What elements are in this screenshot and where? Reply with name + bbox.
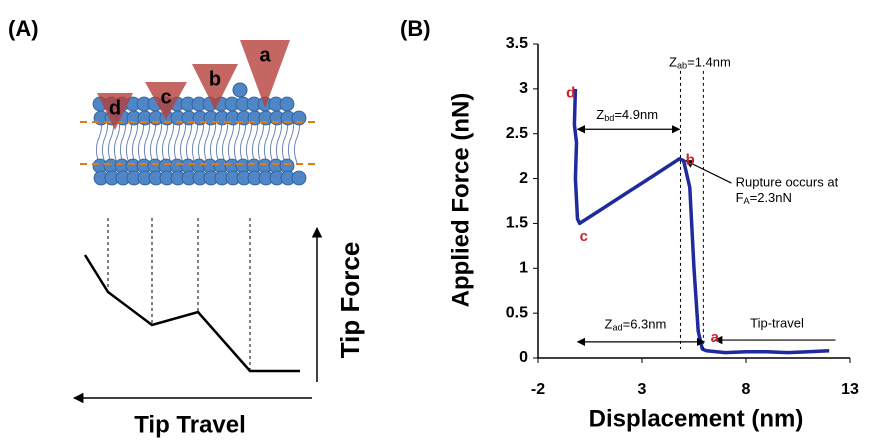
panel-label: (B) — [400, 16, 431, 41]
tip-label: a — [259, 44, 271, 66]
annotation: Tip-travel — [750, 315, 804, 330]
lipid-head — [292, 171, 306, 185]
tip-label: d — [109, 97, 121, 119]
annotation: Zad=6.3nm — [605, 317, 667, 333]
annotation-part: =2.3nN — [750, 191, 792, 206]
annotation-part: ab — [677, 61, 687, 71]
lipid-head — [280, 97, 294, 111]
point-label: c — [580, 228, 588, 245]
y-tick-label: 3 — [519, 80, 528, 97]
schematic-curve — [85, 255, 300, 371]
point-label: b — [686, 152, 695, 169]
y-tick-label: 0 — [519, 349, 528, 366]
annotation-part: Z — [669, 55, 677, 70]
annotation: Zbd=4.9nm — [596, 107, 658, 123]
y-tick-label: 0.5 — [506, 304, 528, 321]
axis-label: Tip Travel — [134, 411, 246, 438]
y-tick-label: 1 — [519, 260, 528, 277]
annotation-part: F — [736, 191, 744, 206]
axis-label: Displacement (nm) — [589, 405, 804, 432]
point-label: a — [711, 329, 720, 346]
tip-label: b — [209, 68, 221, 90]
x-tick-label: 8 — [742, 381, 751, 398]
figure: (A) d c b a Tip Force Tip Travel (B) Applie… — [0, 0, 876, 439]
x-tick-label: 3 — [638, 381, 647, 398]
panel-label: (A) — [8, 16, 39, 41]
data-line — [574, 89, 829, 353]
annotation-part: =4.9nm — [614, 107, 658, 122]
y-tick-label: 2.5 — [506, 125, 528, 142]
axis-label: Tip Force — [335, 242, 365, 359]
annotation-part: Z — [596, 107, 604, 122]
y-tick-label: 3.5 — [506, 35, 528, 52]
axis-label: Applied Force (nN) — [447, 93, 474, 308]
annotation-part: =1.4nm — [687, 55, 731, 70]
annotation: Zab=1.4nm — [669, 55, 731, 71]
annotation-part: =6.3nm — [623, 317, 667, 332]
x-tick-label: 13 — [841, 381, 859, 398]
y-tick-label: 2 — [519, 170, 528, 187]
annotation-part: Z — [605, 317, 613, 332]
annotation-part: bd — [604, 113, 614, 123]
point-label: d — [566, 84, 575, 101]
annotation: FA=2.3nN — [736, 191, 792, 207]
lipid-head — [233, 83, 247, 97]
x-tick-label: -2 — [531, 381, 545, 398]
tip-label: c — [160, 86, 171, 108]
y-tick-label: 1.5 — [506, 215, 528, 232]
annotation-part: ad — [613, 323, 623, 333]
annotation: Rupture occurs at — [736, 174, 839, 189]
